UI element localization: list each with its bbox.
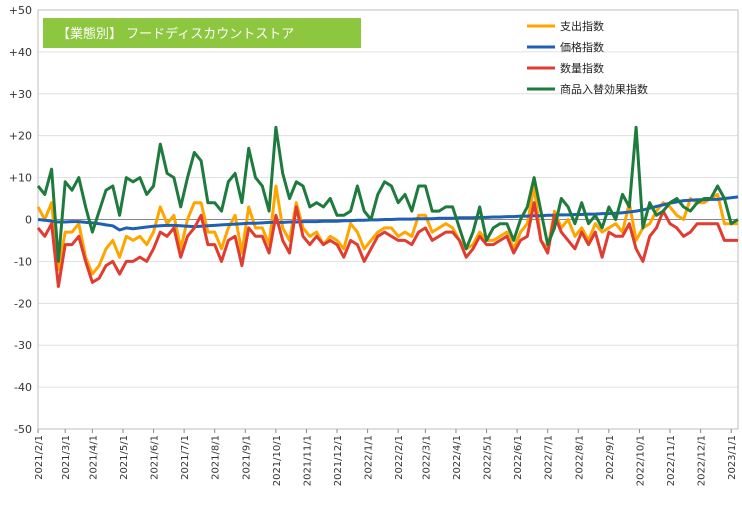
series-line-3	[36, 125, 739, 263]
x-tick-label: 2022/2/1	[394, 435, 405, 480]
x-tick-label: 2021/7/1	[180, 435, 191, 480]
y-tick-label: +50	[9, 4, 32, 17]
x-axis-tick-labels: 2021/2/1 2021/3/1 2021/4/1 2021/5/1 2021/6/1…	[34, 429, 738, 486]
x-tick-label: 2022/11/1	[666, 435, 677, 486]
legend-label-0: 支出指数	[560, 19, 604, 33]
y-tick-label: +10	[9, 172, 32, 185]
series-line-0	[36, 184, 738, 276]
x-tick-label: 2022/8/1	[574, 435, 585, 480]
y-tick-label: 0	[25, 214, 32, 227]
y-tick-label: -50	[14, 423, 32, 436]
x-tick-label: 2021/8/1	[211, 435, 222, 480]
y-tick-label: +30	[9, 88, 32, 101]
x-tick-label: 2021/9/1	[241, 435, 252, 480]
y-tick-label: -20	[14, 297, 32, 310]
x-tick-label: 2023/1/1	[727, 435, 738, 480]
y-tick-label: -40	[14, 381, 32, 394]
legend-label-1: 価格指数	[560, 40, 604, 54]
y-tick-label: +40	[9, 46, 32, 59]
x-tick-label: 2021/5/1	[119, 435, 130, 480]
legend-label-3: 商品入替効果指数	[560, 82, 648, 96]
series-line-2	[36, 201, 738, 288]
x-tick-label: 2021/11/1	[302, 435, 313, 486]
chart-title: 【業態別】 フードディスカウントストア	[43, 18, 361, 48]
x-tick-label: 2022/7/1	[544, 435, 555, 480]
x-tick-label: 2021/4/1	[88, 435, 99, 480]
y-tick-label: +20	[9, 130, 32, 143]
x-tick-label: 2022/5/1	[483, 435, 494, 480]
x-tick-label: 2021/12/1	[333, 435, 344, 486]
legend-label-2: 数量指数	[560, 61, 604, 75]
x-tick-label: 2022/6/1	[513, 435, 524, 480]
x-tick-label: 2021/6/1	[150, 435, 161, 480]
x-tick-label: 2022/1/1	[364, 435, 375, 480]
x-tick-label: 2022/4/1	[452, 435, 463, 480]
y-axis-tick-labels: +50 +40 +30 +20 +10 0 -10 -20 -30 -40 -50	[9, 4, 32, 436]
y-tick-label: -10	[14, 255, 32, 268]
y-tick-label: -30	[14, 339, 32, 352]
x-tick-label: 2022/10/1	[635, 435, 646, 486]
chart-title-text: 【業態別】 フードディスカウントストア	[57, 26, 294, 42]
x-tick-label: 2022/3/1	[421, 435, 432, 480]
series-line-1	[37, 195, 739, 232]
x-tick-label: 2021/3/1	[61, 435, 72, 480]
x-tick-label: 2021/2/1	[34, 435, 45, 480]
x-tick-label: 2022/12/1	[697, 435, 708, 486]
chart-title-box	[43, 18, 361, 48]
series-lines	[36, 125, 739, 288]
x-tick-label: 2022/9/1	[605, 435, 616, 480]
x-tick-label: 2021/10/1	[272, 435, 283, 486]
